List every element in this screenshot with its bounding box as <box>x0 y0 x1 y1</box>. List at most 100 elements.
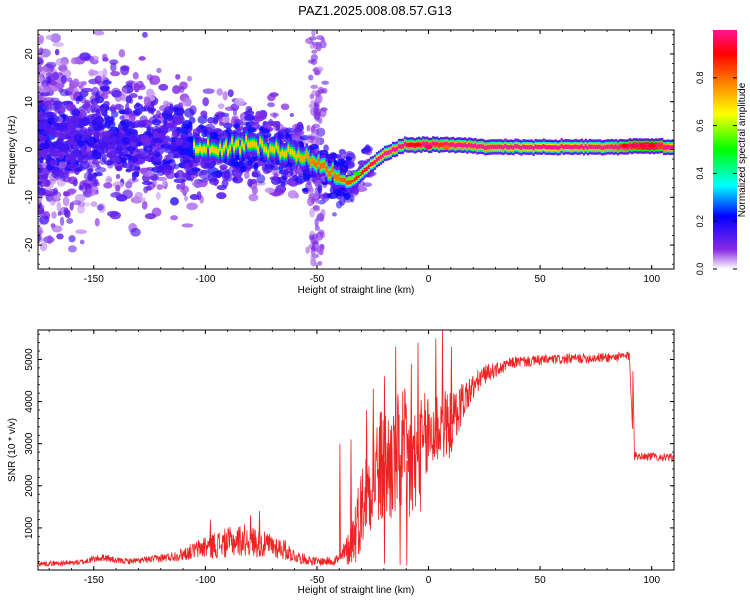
spectrogram-blob <box>141 181 153 186</box>
spectrogram-ridge-segment <box>596 144 600 150</box>
spectrogram-blob <box>63 191 71 197</box>
spectrogram-blob <box>135 166 141 171</box>
spectrogram-ridge-segment <box>267 150 270 157</box>
spectrogram-blob <box>231 115 239 121</box>
spectrogram-ridge-segment <box>357 173 361 178</box>
spectrogram-blob <box>39 156 44 164</box>
spectrogram-ridge-segment <box>548 144 551 150</box>
spectrogram-blob <box>273 172 279 181</box>
spectrogram-ridge-segment <box>478 144 481 149</box>
spectrogram-blob <box>48 114 59 123</box>
spectrogram-ridge-segment <box>592 144 596 150</box>
spectrogram-ridge-segment <box>233 144 236 151</box>
spectrogram-ridge-segment <box>552 145 555 150</box>
spectrogram-blob <box>216 88 224 96</box>
spectrogram-blob <box>232 123 240 129</box>
spectrogram-ridge-segment <box>309 160 312 167</box>
spectrogram-ridge-segment <box>215 147 218 154</box>
spectrogram-blob <box>62 196 70 207</box>
spectrogram-blob <box>163 117 168 126</box>
spectrogram-blob <box>67 153 75 160</box>
x-tick-100-label: 100 <box>643 274 660 285</box>
spectrogram-ridge-segment <box>472 143 475 149</box>
spectrogram-blob <box>161 163 172 169</box>
spectrogram-ridge-segment <box>219 144 222 151</box>
spectrogram-blob <box>104 160 114 166</box>
spectrogram-ridge-segment <box>333 173 336 180</box>
spectrogram-blob <box>114 103 122 110</box>
spectrogram-ridge-segment <box>578 145 582 150</box>
spectrogram-blob <box>240 165 247 173</box>
spectrogram-blob <box>335 200 343 209</box>
spectrogram-hotspot <box>442 145 451 150</box>
spectrogram-ridge-segment <box>299 154 302 161</box>
spectrogram-ridge-segment <box>193 142 196 149</box>
spectrogram-blob <box>52 187 59 196</box>
snr-series-line <box>38 330 674 568</box>
spectrogram-blob <box>126 137 131 143</box>
spectrogram-ridge-segment <box>454 143 457 148</box>
spectrogram-blob <box>247 178 253 187</box>
spectrogram-ridge-segment <box>669 145 672 150</box>
spectrogram-ridge-segment <box>468 142 471 148</box>
spectrogram-ridge-segment <box>456 142 459 148</box>
spectrogram-ridge-segment <box>636 144 640 149</box>
spectrogram-ridge-segment <box>654 143 658 149</box>
spectrogram-ridge-segment <box>550 145 553 150</box>
spectrogram-blob <box>161 179 167 187</box>
spectrogram-ridge-segment <box>518 145 521 150</box>
spectrogram-ridge-segment <box>197 146 200 153</box>
spectrogram-blob <box>312 204 321 212</box>
spectrogram-ridge-segment <box>319 163 322 170</box>
spectrogram-blob <box>79 160 90 169</box>
spectrogram-blob <box>90 201 98 207</box>
spectrogram-blob <box>57 131 67 139</box>
spectrogram-ridge-segment <box>594 144 598 150</box>
spectrogram-blob <box>133 108 143 116</box>
spectrogram-blob <box>306 124 311 132</box>
spectrogram-blob <box>68 235 76 243</box>
spectrogram-blob <box>233 108 238 116</box>
y-tick-0-label: 0 <box>24 146 35 152</box>
spectrogram-blob <box>308 234 315 241</box>
spectrogram-ridge-segment <box>213 146 216 153</box>
spectrogram-ridge-segment <box>512 145 515 150</box>
x-tick-m150-label: -150 <box>84 274 104 285</box>
spectrogram-blob <box>267 102 275 108</box>
spectrogram-blob <box>76 140 85 147</box>
y-tick-1000-label: 1000 <box>24 516 35 539</box>
spectrogram-ridge-segment <box>229 145 232 152</box>
spectrogram-ridge-segment <box>291 148 294 156</box>
spectrogram-blob <box>172 128 179 138</box>
spectrogram-ridge-segment <box>564 144 567 149</box>
spectrogram-ridge-segment <box>325 166 328 173</box>
spectrogram-blob <box>115 140 125 148</box>
spectrogram-ridge-segment <box>243 143 246 150</box>
spectrogram-blob <box>313 190 320 200</box>
y-tick-10-label: 10 <box>24 96 35 108</box>
colorbar-tick-label: 0.4 <box>695 167 705 180</box>
spectrogram-ridge-segment <box>562 145 565 150</box>
spectrogram-blob <box>120 65 130 76</box>
spectrogram-blob <box>217 103 225 109</box>
spectrogram-ridge-segment <box>201 147 204 154</box>
spectrogram-blob <box>294 193 299 199</box>
spectrogram-blob <box>315 97 321 105</box>
spectrogram-ridge-segment <box>281 149 284 156</box>
spectrogram-blob <box>83 134 91 141</box>
spectrogram-ridge-segment <box>203 146 206 153</box>
spectrogram-ridge-segment <box>223 144 226 151</box>
spectrogram-ridge-edge <box>406 138 674 142</box>
spectrogram-ridge-segment <box>403 141 407 147</box>
spectrogram-ridge-segment <box>430 143 433 148</box>
colorbar-gradient <box>713 30 737 269</box>
spectrogram-ridge-segment <box>576 145 580 150</box>
spectrogram-ridge-segment <box>536 144 539 150</box>
spectrogram-blob <box>70 124 75 131</box>
y-tick-m10-label: -10 <box>24 190 35 205</box>
spectrogram-ridge-segment <box>217 148 220 155</box>
spectrogram-blob <box>90 98 99 106</box>
spectrogram-blob <box>272 112 277 119</box>
spectrogram-blob <box>316 35 325 41</box>
